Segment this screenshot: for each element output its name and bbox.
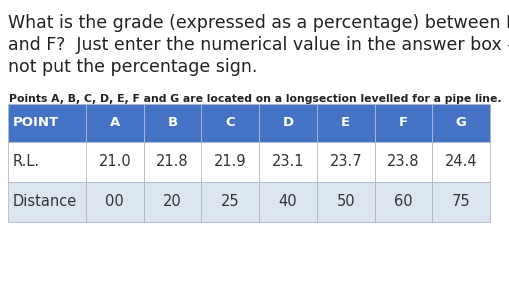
Text: 60: 60 [393, 195, 412, 210]
Text: 21.0: 21.0 [98, 155, 131, 170]
Text: A: A [109, 116, 120, 129]
Bar [201, 142, 259, 182]
Text: 25: 25 [220, 195, 239, 210]
Text: R.L.: R.L. [13, 155, 40, 170]
Text: What is the grade (expressed as a percentage) between D: What is the grade (expressed as a percen… [8, 14, 509, 32]
Text: and F?  Just enter the numerical value in the answer box - do: and F? Just enter the numerical value in… [8, 36, 509, 54]
Bar [259, 104, 316, 142]
Bar [8, 182, 86, 222]
Text: E: E [341, 116, 350, 129]
Bar [374, 182, 432, 222]
Text: 40: 40 [278, 195, 297, 210]
Bar [374, 104, 432, 142]
Text: 00: 00 [105, 195, 124, 210]
Bar [432, 182, 489, 222]
Text: POINT: POINT [13, 116, 59, 129]
Bar [86, 104, 144, 142]
Bar [259, 142, 316, 182]
Text: C: C [225, 116, 235, 129]
Bar [316, 104, 374, 142]
Bar [8, 142, 86, 182]
Bar [201, 104, 259, 142]
Bar [144, 142, 201, 182]
Bar [86, 182, 144, 222]
Text: 21.9: 21.9 [213, 155, 246, 170]
Bar [316, 142, 374, 182]
Text: 75: 75 [451, 195, 469, 210]
Text: G: G [455, 116, 466, 129]
Text: 21.8: 21.8 [156, 155, 188, 170]
Bar [432, 104, 489, 142]
Text: 24.4: 24.4 [444, 155, 476, 170]
Text: 23.1: 23.1 [271, 155, 303, 170]
Bar [259, 182, 316, 222]
Text: 50: 50 [336, 195, 354, 210]
Bar [8, 104, 86, 142]
Text: 23.8: 23.8 [386, 155, 419, 170]
Text: 23.7: 23.7 [329, 155, 361, 170]
Text: Distance: Distance [13, 195, 77, 210]
Text: B: B [167, 116, 177, 129]
Bar [144, 104, 201, 142]
Text: 20: 20 [163, 195, 182, 210]
Text: D: D [282, 116, 293, 129]
Bar [86, 142, 144, 182]
Bar [432, 142, 489, 182]
Bar [144, 182, 201, 222]
Text: not put the percentage sign.: not put the percentage sign. [8, 58, 257, 76]
Text: F: F [398, 116, 407, 129]
Bar [201, 182, 259, 222]
Bar [374, 142, 432, 182]
Bar [316, 182, 374, 222]
Text: Points A, B, C, D, E, F and G are located on a longsection levelled for a pipe l: Points A, B, C, D, E, F and G are locate… [9, 94, 500, 104]
